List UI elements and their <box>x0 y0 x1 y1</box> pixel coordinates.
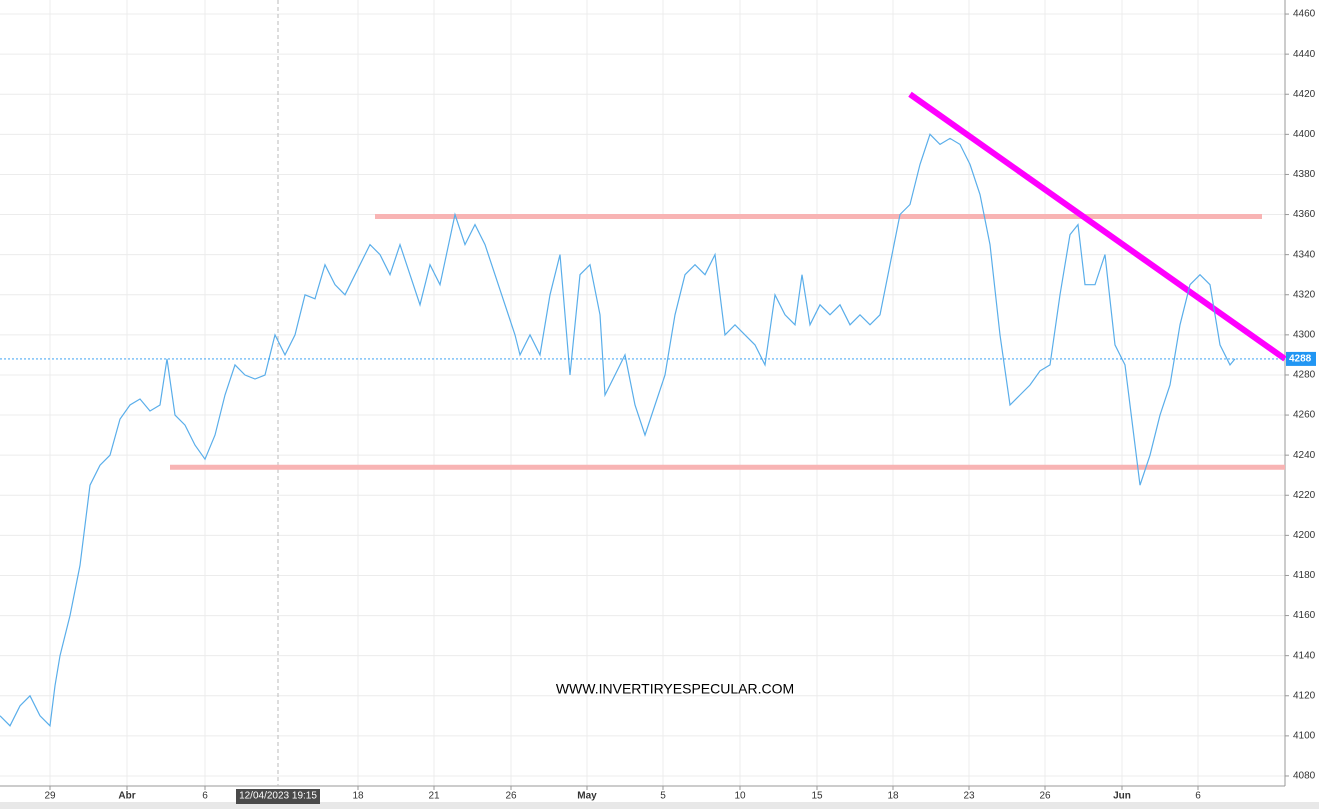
x-tick-label: 6 <box>202 791 208 802</box>
x-tick-label: 26 <box>505 791 517 802</box>
y-tick-label: 4260 <box>1293 410 1316 421</box>
y-tick-label: 4460 <box>1293 9 1316 20</box>
x-tick-label: 15 <box>811 791 823 802</box>
y-tick-label: 4240 <box>1293 450 1316 461</box>
price-line <box>0 133 1236 728</box>
y-tick-label: 4300 <box>1293 329 1316 340</box>
last-price-box <box>1286 351 1316 366</box>
y-tick-label: 4200 <box>1293 530 1316 541</box>
crosshair-box <box>236 789 320 804</box>
x-tick-label: May <box>577 791 597 802</box>
y-tick-label: 4360 <box>1293 209 1316 220</box>
y-tick-label: 4340 <box>1293 249 1316 260</box>
y-tick-label: 4400 <box>1293 129 1316 140</box>
y-tick-label: 4180 <box>1293 570 1316 581</box>
last-price-label: 4288 <box>1289 354 1312 365</box>
x-tick-label: 10 <box>734 791 746 802</box>
crosshair-label: 12/04/2023 19:15 <box>239 791 317 802</box>
x-tick-label: 18 <box>352 791 364 802</box>
y-tick-label: 4280 <box>1293 370 1316 381</box>
y-tick-label: 4140 <box>1293 650 1316 661</box>
y-tick-label: 4080 <box>1293 771 1316 782</box>
x-tick-label: 18 <box>887 791 899 802</box>
y-tick-label: 4160 <box>1293 610 1316 621</box>
trend-line <box>908 91 1287 362</box>
y-tick-label: 4100 <box>1293 731 1316 742</box>
x-tick-label: Jun <box>1113 791 1131 802</box>
y-tick-label: 4380 <box>1293 169 1316 180</box>
watermark: WWW.INVERTIRYESPECULAR.COM <box>556 681 794 697</box>
x-tick-label: 6 <box>1195 791 1201 802</box>
y-tick-label: 4440 <box>1293 49 1316 60</box>
y-tick-label: 4220 <box>1293 490 1316 501</box>
scrollbar <box>0 802 1319 809</box>
x-tick-label: Abr <box>118 791 135 802</box>
x-tick-label: 23 <box>963 791 975 802</box>
x-tick-label: 5 <box>660 791 666 802</box>
y-tick-label: 4420 <box>1293 89 1316 100</box>
x-tick-label: 26 <box>1039 791 1051 802</box>
x-tick-label: 29 <box>44 791 56 802</box>
y-tick-label: 4320 <box>1293 289 1316 300</box>
x-tick-label: 21 <box>428 791 440 802</box>
y-tick-label: 4120 <box>1293 690 1316 701</box>
